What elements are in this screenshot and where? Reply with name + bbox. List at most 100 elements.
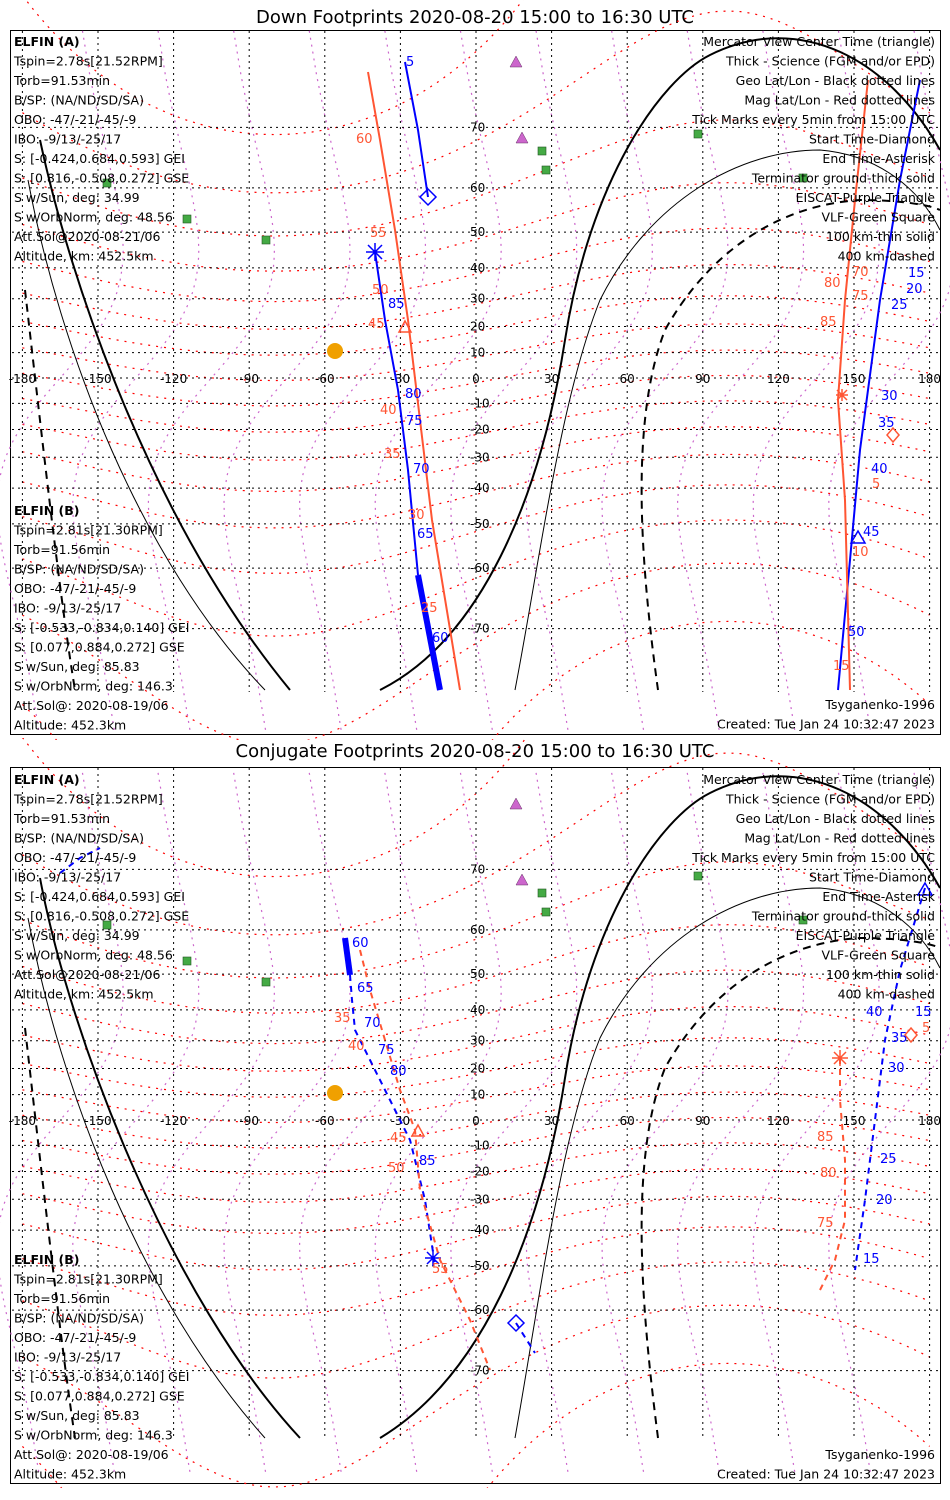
- eiscat-triangle-icon: [515, 131, 529, 144]
- mag-lon-line: [374, 26, 502, 730]
- vlf-square-icon: [798, 173, 808, 183]
- legend-line: 100 km-thin solid: [826, 229, 935, 244]
- elfin-b-info-line: IBO: -9/13/-25/17: [14, 1350, 121, 1365]
- lat-tick-label: -60: [470, 561, 490, 575]
- start-diamond-icon: [904, 1026, 918, 1044]
- eiscat-triangle-icon: [515, 873, 529, 886]
- elfin-b-info-line: S: [0.077,0.884,0.272] GSE: [14, 640, 185, 655]
- terminator-ground-left: [39, 877, 301, 1439]
- elfin-a-info-line: B/SP: (NA/ND/SD/SA): [14, 93, 144, 108]
- vlf-square-icon: [541, 907, 551, 917]
- terminator-400km-left: [24, 1027, 76, 1439]
- legend-line: Thick - Science (FGM and/or EPD): [725, 792, 935, 807]
- elfin-b-tick-labels: 60 55 50 45 40 35 30 25 70 75 80 85 5 10…: [356, 132, 880, 674]
- elfin-b-info-line: S w/Sun, deg: 85.83: [14, 659, 140, 674]
- lon-tick-label: -30: [391, 372, 411, 386]
- tick-label: 65: [417, 527, 434, 542]
- legend-line: End Time-Asterisk: [822, 889, 935, 904]
- panel-title: Down Footprints 2020-08-20 15:00 to 16:3…: [256, 7, 694, 28]
- elfin-a-info-line: Tspin=2.78s[21.52RPM]: [13, 54, 163, 69]
- center-triangle-icon: [916, 881, 934, 896]
- legend-line: VLF-Green Square: [821, 948, 935, 963]
- center-triangle-icon: [849, 529, 867, 544]
- legend-line: Terminator ground-thick solid: [751, 909, 935, 924]
- elfin-b-info-line: OBO: -47/-21/-45/-9: [14, 1330, 136, 1345]
- vlf-square-icon: [261, 235, 271, 245]
- tick-label: 80: [390, 1064, 407, 1079]
- mag-lat-line: [22, 484, 930, 574]
- lon-tick-label: 150: [843, 372, 866, 386]
- end-asterisk-icon: [832, 1050, 848, 1066]
- elfin-b-info-line: Att.Sol@: 2020-08-19/06: [14, 698, 169, 713]
- start-diamond-icon: [418, 187, 438, 207]
- lon-tick-label: -150: [84, 1114, 111, 1128]
- tick-label: 5: [872, 477, 880, 492]
- tick-label: 50: [388, 1161, 405, 1176]
- mag-lon-line: [752, 26, 880, 730]
- lat-tick-label: -70: [470, 622, 490, 636]
- tick-label: 85: [388, 297, 405, 312]
- elfin-a-heading: ELFIN (A): [14, 772, 80, 787]
- map-grid: -180 -150 -120 -90 -60 -30 0 30 60 90 120 150 180706…: [0, 738, 950, 1488]
- end-asterisk-icon: [836, 389, 848, 401]
- tick-label: 20: [906, 282, 923, 297]
- elfin-b-info-line: Torb=91.56min: [13, 542, 110, 557]
- lon-tick-label: -180: [9, 372, 36, 386]
- lon-tick-label: 60: [620, 372, 635, 386]
- elfin-b-tick-labels: 35 40 45 50 55 85 80 75 5: [334, 1011, 930, 1277]
- lat-tick-label: -30: [470, 1192, 490, 1206]
- lon-tick-label: -90: [239, 1114, 259, 1128]
- lat-tick-label: -10: [470, 396, 490, 410]
- lat-tick-label: 70: [470, 862, 485, 876]
- elfin-a-tick-labels: 5 15 20 25 30 35 40 45 50 85 80 75 70 65…: [388, 55, 925, 646]
- legend-line: Thick - Science (FGM and/or EPD): [725, 54, 935, 69]
- tick-label: 35: [334, 1011, 351, 1026]
- lon-tick-label: 0: [472, 1114, 480, 1128]
- legend-line: 100 km-thin solid: [826, 967, 935, 982]
- eiscat-triangle-icon: [509, 797, 523, 810]
- tick-label: 75: [852, 289, 869, 304]
- tick-label: 30: [888, 1061, 905, 1076]
- mag-lon-line: [828, 26, 950, 730]
- tick-label: 40: [380, 403, 397, 418]
- model-label: Tsyganenko-1996: [824, 1447, 935, 1462]
- tick-label: 70: [364, 1016, 381, 1031]
- tick-label: 55: [370, 226, 387, 241]
- lat-tick-label: 60: [470, 181, 485, 195]
- lon-tick-label: -150: [84, 372, 111, 386]
- elfin-a-info-line: IBO: -9/13/-25/17: [14, 870, 121, 885]
- lon-tick-label: 90: [695, 1114, 710, 1128]
- tick-label: 60: [432, 631, 449, 646]
- tick-label: 55: [432, 1262, 449, 1277]
- tick-label: 85: [419, 1154, 436, 1169]
- elfin-b-info-line: S w/OrbNorm, deg: 146.3: [14, 1428, 173, 1443]
- elfin-b-info-line: B/SP: (NA/ND/SD/SA): [14, 1311, 144, 1326]
- terminator-ground-right: [379, 775, 941, 1439]
- tick-label: 85: [817, 1130, 834, 1145]
- lat-tick-label: 40: [470, 261, 485, 275]
- sun-icon: [327, 1085, 343, 1101]
- tick-label: 35: [878, 416, 895, 431]
- lat-tick-label: 30: [470, 1034, 485, 1048]
- mag-lon-line: [525, 768, 654, 1472]
- elfin-b-heading: ELFIN (B): [14, 1252, 79, 1267]
- mag-lat-line: [22, 1195, 930, 1271]
- elfin-a-tick-labels: 60 65 70 75 80 85 15 40 35 30 25 20 15: [352, 936, 932, 1267]
- lat-tick-label: 50: [470, 225, 485, 239]
- legend-line: Geo Lat/Lon - Black dotted lines: [736, 73, 935, 88]
- terminator-100km-left: [27, 179, 266, 691]
- legend-line: Start Time-Diamond: [809, 870, 935, 885]
- created-timestamp: Created: Tue Jan 24 10:32:47 2023: [717, 717, 935, 732]
- elfin-a-info-line: OBO: -47/-21/-45/-9: [14, 850, 136, 865]
- legend-line: EISCAT-Purple Triangle: [796, 928, 936, 943]
- lat-tick-label: -20: [470, 1164, 490, 1178]
- down-footprints-panel: Down Footprints 2020-08-20 15:00 to 16:3…: [0, 0, 950, 740]
- lat-tick-label: -40: [470, 481, 490, 495]
- tick-label: 25: [891, 298, 908, 313]
- lon-tick-label: 60: [620, 1114, 635, 1128]
- tick-label: 40: [866, 1005, 883, 1020]
- lat-tick-label: -20: [470, 422, 490, 436]
- lon-tick-label: -60: [315, 372, 335, 386]
- vlf-square-icon: [182, 956, 192, 966]
- elfin-b-info-line: Torb=91.56min: [13, 1291, 110, 1306]
